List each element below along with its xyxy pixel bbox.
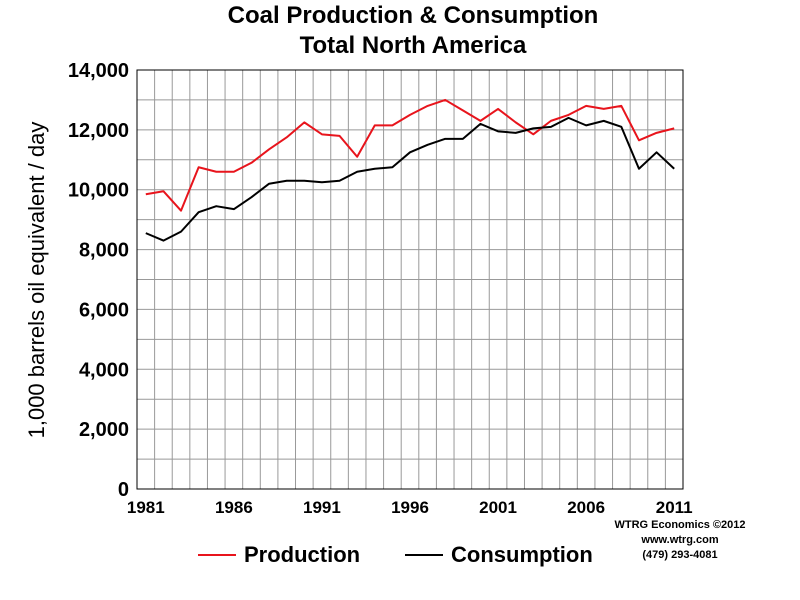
legend-swatch-consumption bbox=[405, 554, 443, 556]
y-tick-label: 4,000 bbox=[79, 359, 129, 381]
x-tick-label: 1991 bbox=[303, 498, 341, 517]
chart-title: Coal Production & Consumption bbox=[227, 2, 599, 29]
credit-company: WTRG Economics ©2012 bbox=[614, 519, 746, 531]
y-tick-label: 8,000 bbox=[79, 240, 129, 262]
credit-phone: (479) 293-4081 bbox=[642, 549, 718, 561]
legend-label-production: Production bbox=[244, 542, 361, 567]
x-tick-label: 1996 bbox=[391, 498, 429, 517]
y-tick-label: 10,000 bbox=[68, 180, 129, 202]
y-tick-label: 2,000 bbox=[79, 419, 129, 441]
legend-label-consumption: Consumption bbox=[451, 542, 593, 567]
credit-website: www.wtrg.com bbox=[641, 534, 719, 546]
x-tick-label: 2006 bbox=[567, 498, 605, 517]
x-tick-label: 1986 bbox=[215, 498, 253, 517]
tick-labels: 0 2,000 4,000 6,000 8,000 10,000 12,000 14,000 1… bbox=[68, 60, 693, 517]
series-line-consumption bbox=[145, 116, 675, 242]
y-tick-label: 0 bbox=[118, 479, 129, 501]
grid bbox=[136, 69, 684, 490]
y-tick-label: 12,000 bbox=[68, 120, 129, 142]
y-tick-label: 14,000 bbox=[68, 60, 129, 82]
chart-subtitle: Total North America bbox=[299, 32, 527, 59]
series-lines bbox=[145, 98, 675, 242]
x-tick-label: 2001 bbox=[479, 498, 517, 517]
x-tick-label: 2011 bbox=[656, 498, 693, 517]
legend-swatch-production bbox=[198, 554, 236, 556]
plot-frame bbox=[136, 69, 684, 490]
y-tick-label: 6,000 bbox=[79, 299, 129, 321]
x-tick-label: 1981 bbox=[127, 498, 165, 517]
y-axis-label: 1,000 barrels oil equivalent / day bbox=[24, 121, 49, 439]
series-line-production bbox=[145, 98, 675, 212]
